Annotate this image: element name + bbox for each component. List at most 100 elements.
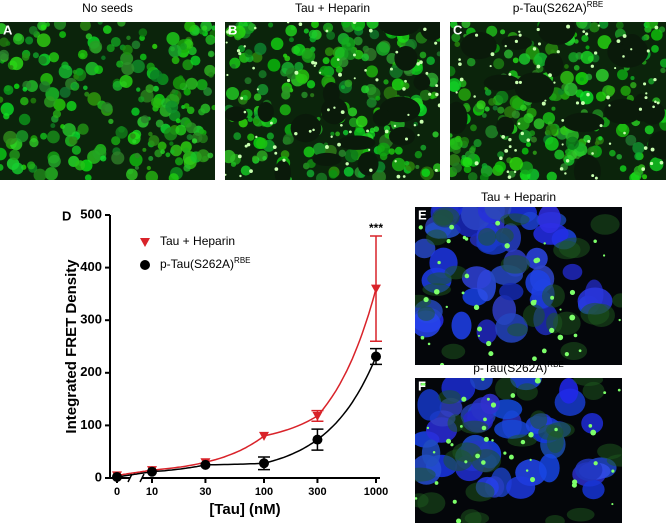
fit-curve <box>116 356 377 478</box>
aggregate <box>491 439 494 442</box>
cell <box>136 87 141 92</box>
cell <box>74 160 86 171</box>
cell <box>469 147 476 154</box>
gap <box>563 112 605 133</box>
cell <box>138 96 145 103</box>
cell <box>207 152 214 159</box>
cell <box>414 150 423 159</box>
cell <box>120 81 127 88</box>
aggregate <box>606 95 610 100</box>
aggregate <box>602 254 606 257</box>
aggregate <box>569 314 576 321</box>
cell <box>585 45 590 50</box>
point <box>259 458 269 469</box>
aggregate <box>325 145 329 149</box>
panel-title-main: Tau + Heparin <box>295 1 370 15</box>
green-cell <box>500 213 530 226</box>
aggregate <box>578 349 582 353</box>
micrograph-content <box>450 22 666 180</box>
aggregate <box>588 424 593 428</box>
cell <box>168 173 179 180</box>
aggregate <box>345 162 349 166</box>
aggregate <box>564 172 567 175</box>
cell <box>22 86 28 92</box>
cell <box>546 171 557 180</box>
cell <box>534 52 548 67</box>
cell <box>319 65 330 77</box>
y-tick-label: 400 <box>80 259 102 274</box>
cell <box>342 129 349 136</box>
cell <box>30 97 37 104</box>
cell <box>488 98 496 106</box>
aggregate <box>571 482 577 488</box>
aggregate <box>597 24 601 27</box>
aggregate <box>495 220 501 226</box>
aggregate <box>499 156 503 161</box>
nucleus <box>480 393 500 415</box>
cell <box>39 81 51 93</box>
cell <box>50 123 56 129</box>
aggregate <box>622 34 627 38</box>
cell <box>509 157 523 171</box>
aggregate <box>239 174 242 178</box>
cell <box>0 96 4 103</box>
cell <box>330 131 335 136</box>
cell <box>120 52 134 66</box>
cell <box>376 142 391 157</box>
cell <box>463 165 472 174</box>
aggregate <box>348 130 352 134</box>
gap <box>274 160 292 180</box>
cell <box>83 85 88 91</box>
green-cell <box>545 514 565 523</box>
gap <box>483 74 521 91</box>
cell <box>211 25 215 31</box>
nucleus <box>538 207 561 234</box>
cell <box>198 108 206 116</box>
aggregate <box>366 129 370 133</box>
aggregate <box>368 148 371 151</box>
cell <box>376 41 390 56</box>
cell <box>9 65 14 70</box>
aggregate <box>477 334 481 338</box>
gap <box>257 101 274 122</box>
cell <box>495 90 509 104</box>
green-cell <box>546 312 563 334</box>
cell <box>196 79 208 91</box>
aggregate <box>630 48 633 51</box>
gap <box>225 106 248 122</box>
cell <box>281 86 291 95</box>
micrograph: Fp-Tau(S262A)RBE <box>415 360 622 523</box>
cell <box>21 53 30 61</box>
aggregate <box>520 131 524 136</box>
aggregate <box>566 24 571 29</box>
green-cell <box>417 306 435 321</box>
nucleus <box>470 378 493 391</box>
green-cell <box>516 383 538 401</box>
cell <box>585 73 593 81</box>
cell <box>97 22 103 25</box>
aggregate <box>623 131 626 135</box>
cell <box>295 69 310 84</box>
cell <box>101 102 113 114</box>
cell <box>111 151 125 165</box>
cell <box>170 149 175 154</box>
cell <box>196 149 210 163</box>
legend-marker <box>140 238 150 247</box>
aggregate <box>228 28 232 33</box>
aggregate <box>508 145 512 148</box>
legend-label: p-Tau(S262A)RBE <box>160 256 251 272</box>
cell <box>344 79 353 88</box>
cell <box>165 152 171 158</box>
panel-letter: D <box>62 208 71 223</box>
aggregate <box>611 503 614 506</box>
green-cell <box>566 507 595 522</box>
cell <box>16 130 29 143</box>
panel-title: Tau + Heparin <box>481 190 556 204</box>
aggregate <box>236 49 241 53</box>
aggregate <box>404 79 407 83</box>
aggregate <box>561 143 564 146</box>
cell <box>77 49 88 60</box>
aggregate <box>490 402 497 408</box>
aggregate <box>537 42 542 46</box>
cell <box>132 139 137 144</box>
